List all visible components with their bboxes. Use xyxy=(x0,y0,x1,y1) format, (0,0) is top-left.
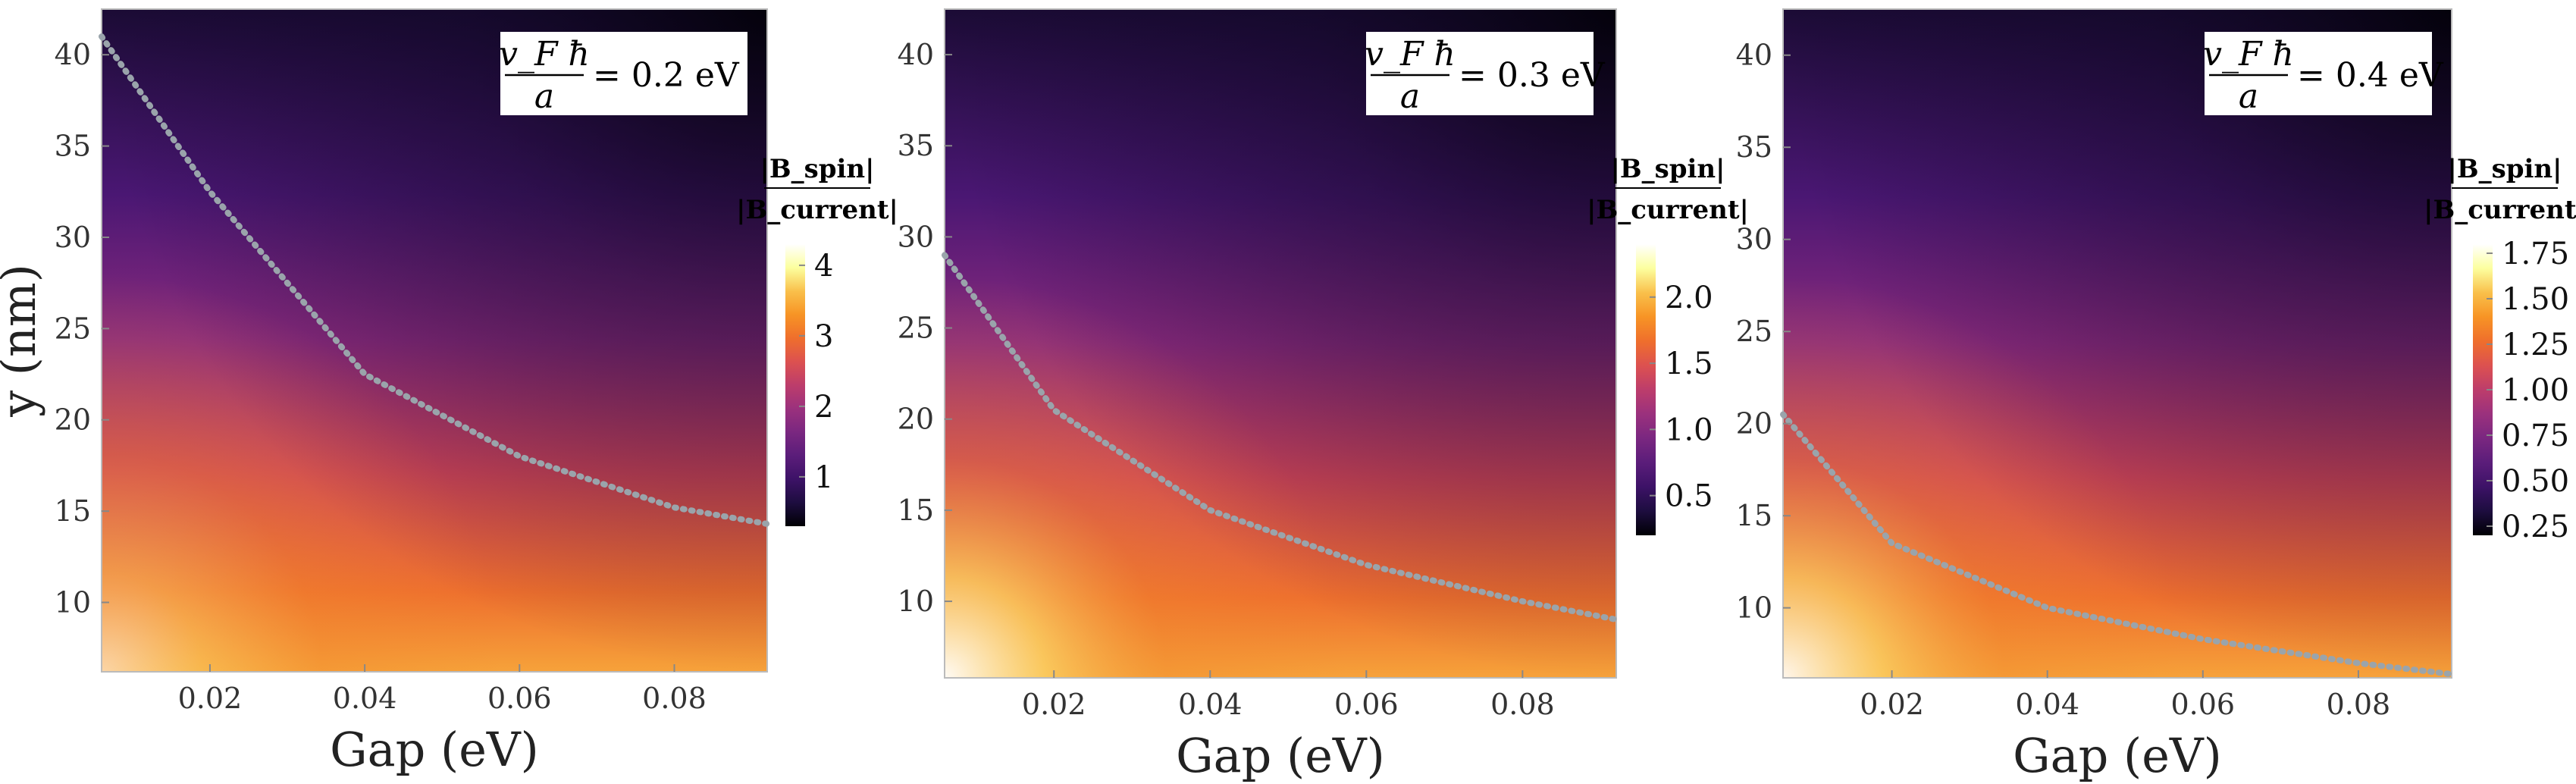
colorbar-tick-label: 1.25 xyxy=(2502,328,2569,362)
y-tick-label: 40 xyxy=(1736,39,1772,72)
y-axis-label: y (nm) xyxy=(0,264,46,418)
contour-line xyxy=(99,33,770,527)
plot-frame xyxy=(944,8,1617,679)
annotation-denominator: a xyxy=(2239,77,2258,116)
heatmap-dark-region xyxy=(102,9,767,672)
colorbar-tick-label: 0.5 xyxy=(1665,479,1713,514)
colorbar-title-top: |B_spin| xyxy=(1610,154,1725,184)
heatmap-dark-region xyxy=(1783,9,2452,678)
colorbar: 0.5 1.0 1.5 2.0 |B_spin| |B_current| xyxy=(1587,154,1749,535)
x-tick-label: 0.02 xyxy=(1022,688,1086,721)
y-tick-label: 40 xyxy=(55,38,91,71)
colorbar-tick-label: 1.75 xyxy=(2502,237,2569,271)
x-tick-label: 0.08 xyxy=(1490,688,1555,721)
colorbar-gradient xyxy=(1636,244,1656,535)
colorbar-tick-label: 2.0 xyxy=(1665,281,1713,315)
x-tick-label: 0.04 xyxy=(333,682,397,715)
heatmap-dark-region xyxy=(945,9,1616,678)
y-tick-label: 15 xyxy=(898,494,934,527)
colorbar-tick-label: 4 xyxy=(814,249,833,284)
colorbar-tick-label: 1.00 xyxy=(2502,373,2569,408)
y-tick-label: 30 xyxy=(898,220,934,253)
contour-line xyxy=(942,252,1619,623)
y-tick-label: 15 xyxy=(55,494,91,528)
y-tick-label: 35 xyxy=(898,129,934,162)
y-tick-label: 40 xyxy=(898,38,934,71)
plot-frame xyxy=(1782,8,2452,679)
y-tick-label: 35 xyxy=(55,130,91,163)
y-tick-label: 30 xyxy=(55,221,91,254)
annotation-numerator: v_F ħ xyxy=(1365,35,1456,74)
annotation-denominator: a xyxy=(534,77,554,116)
x-axis-label: Gap (eV) xyxy=(330,722,539,777)
colorbar-title-bottom: |B_current| xyxy=(2424,195,2576,225)
colorbar-tick-label: 1.50 xyxy=(2502,282,2569,317)
x-tick-label: 0.06 xyxy=(1334,688,1399,721)
colorbar-gradient xyxy=(785,244,805,526)
colorbar: 1 2 3 4 |B_spin| |B_current| xyxy=(736,154,898,526)
y-tick-label: 20 xyxy=(55,403,91,437)
y-tick-label: 10 xyxy=(1736,591,1772,625)
x-tick-label: 0.06 xyxy=(2171,688,2236,721)
x-tick-label: 0.04 xyxy=(1178,688,1243,721)
panel-3: 0.02 0.04 0.06 0.08 10 15 20 25 30 35 40 Gap (eV) v_… xyxy=(1736,8,2576,783)
colorbar-tick-label: 0.25 xyxy=(2502,510,2569,544)
x-tick-label: 0.02 xyxy=(178,682,243,715)
y-tick-label: 25 xyxy=(1736,315,1772,348)
annotation-box: v_F ħa = 0.4 eV xyxy=(2203,32,2444,116)
annotation-value: = 0.4 eV xyxy=(2297,56,2444,95)
x-axis-label: Gap (eV) xyxy=(1176,728,1385,783)
annotation-box: v_F ħa = 0.3 eV xyxy=(1365,32,1606,116)
colorbar-title-top: |B_spin| xyxy=(2447,154,2562,184)
colorbar-title-bottom: |B_current| xyxy=(736,195,898,225)
annotation-numerator: v_F ħ xyxy=(2203,35,2294,74)
panel-2: 0.02 0.04 0.06 0.08 10 15 20 25 30 35 40 Gap (eV) v_… xyxy=(898,8,1749,783)
y-tick-label: 30 xyxy=(1736,223,1772,256)
y-tick-label: 35 xyxy=(1736,130,1772,164)
colorbar-title-bottom: |B_current| xyxy=(1587,195,1749,225)
colorbar-title-top: |B_spin| xyxy=(760,154,874,184)
x-axis-label: Gap (eV) xyxy=(2013,728,2222,783)
annotation-background xyxy=(500,32,747,115)
colorbar-tick-label: 1 xyxy=(814,460,833,495)
annotation-numerator: v_F ħ xyxy=(499,35,590,74)
colorbar-tick-label: 0.75 xyxy=(2502,419,2569,453)
annotation-value: = 0.3 eV xyxy=(1459,56,1606,95)
colorbar-tick-label: 3 xyxy=(814,319,833,354)
colorbar-tick-label: 1.5 xyxy=(1665,347,1713,381)
panel-1: 0.02 0.04 0.06 0.08 10 15 20 25 30 35 40 Gap (eV) y … xyxy=(0,8,898,777)
y-tick-label: 25 xyxy=(55,312,91,345)
colorbar: 0.25 0.50 0.75 1.00 1.25 1.50 1.75 |B_spin| |B_c… xyxy=(2424,154,2576,544)
colorbar-tick-label: 2 xyxy=(814,390,833,425)
contour-line xyxy=(1780,411,2455,678)
x-tick-label: 0.08 xyxy=(2327,688,2391,721)
colorbar-tick-label: 0.50 xyxy=(2502,464,2569,499)
annotation-background xyxy=(2205,32,2432,115)
y-tick-label: 10 xyxy=(898,585,934,618)
plot-frame xyxy=(101,8,768,673)
x-tick-label: 0.02 xyxy=(1860,688,1924,721)
x-tick-label: 0.06 xyxy=(487,682,552,715)
annotation-value: = 0.2 eV xyxy=(593,56,740,95)
colorbar-tick-label: 1.0 xyxy=(1665,412,1713,447)
annotation-box: v_F ħa = 0.2 eV xyxy=(499,32,747,116)
y-tick-label: 20 xyxy=(898,403,934,436)
x-tick-label: 0.08 xyxy=(642,682,707,715)
annotation-background xyxy=(1366,32,1594,115)
y-tick-label: 20 xyxy=(1736,407,1772,441)
y-tick-label: 25 xyxy=(898,312,934,345)
x-tick-label: 0.04 xyxy=(2015,688,2079,721)
annotation-denominator: a xyxy=(1400,77,1420,116)
y-tick-label: 10 xyxy=(55,586,91,619)
y-tick-label: 15 xyxy=(1736,499,1772,532)
